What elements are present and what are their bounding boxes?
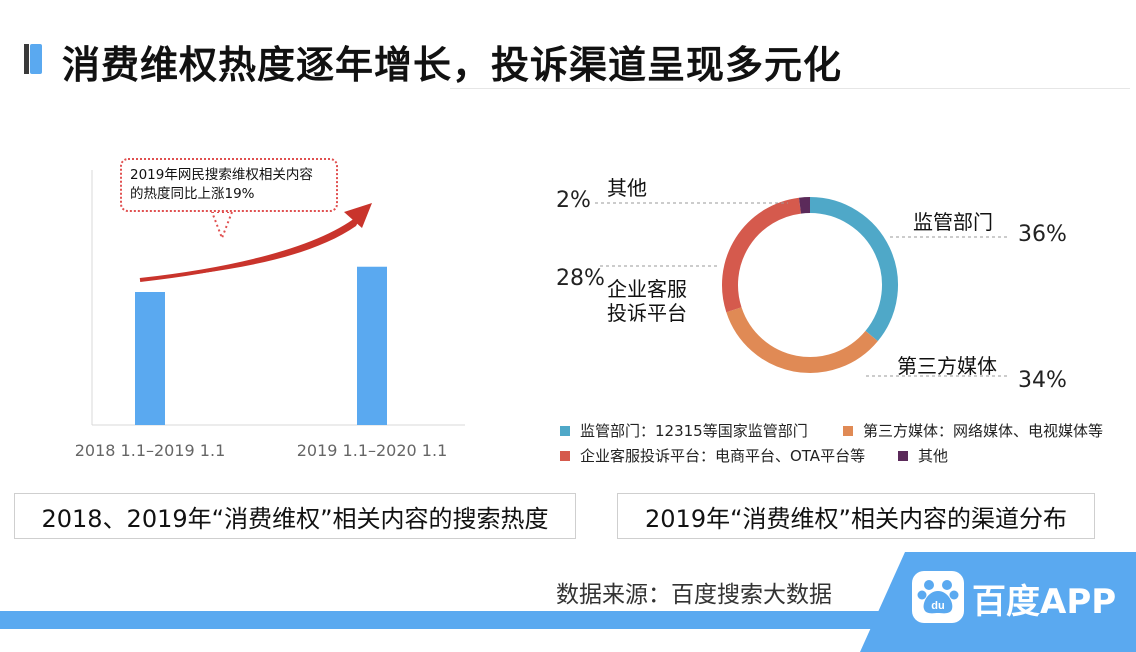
paw-icon: du: [917, 580, 959, 614]
slice-pct-other: 2%: [556, 188, 591, 213]
slice-label-other: 其他: [607, 176, 647, 200]
donut-slice-media: [726, 307, 878, 373]
legend-label-regulator: 监管部门：12315等国家监管部门: [580, 422, 808, 440]
legend-swatch-regulator: [560, 425, 570, 436]
legend-item-regulator: 监管部门：12315等国家监管部门: [560, 420, 808, 441]
bar-callout: 2019年网民搜索维权相关内容 的热度同比上涨19%: [120, 158, 338, 212]
title-accent-dark: [24, 44, 29, 74]
footer-bar: [0, 552, 1136, 652]
bar-0: [135, 292, 165, 425]
brand-name: 百度APP: [972, 582, 1117, 622]
bar-chart: 2018 1.1–2019 1.1 2019 1.1–2020 1.1: [75, 170, 465, 460]
legend-label-media: 第三方媒体：网络媒体、电视媒体等: [863, 422, 1104, 440]
bar-1: [357, 266, 387, 425]
brand-logo-badge: du: [931, 600, 944, 612]
legend-swatch-other: [898, 450, 908, 461]
growth-arrow-shaft: [139, 213, 364, 282]
legend-label-enterprise: 企业客服投诉平台：电商平台、OTA平台等: [580, 447, 866, 465]
data-source: 数据来源：百度搜索大数据: [556, 582, 832, 608]
slice-pct-regulator: 36%: [1018, 222, 1067, 247]
page-title: 消费维权热度逐年增长，投诉渠道呈现多元化: [62, 43, 843, 87]
callout-tail: [210, 211, 234, 241]
legend-swatch-media: [843, 425, 853, 436]
slice-pct-media: 34%: [1018, 368, 1067, 393]
slice-label-enterprise: 企业客服 投诉平台: [607, 277, 687, 325]
growth-arrow-head: [344, 203, 372, 228]
bar-chart-caption: 2018、2019年“消费维权”相关内容的搜索热度: [14, 493, 576, 539]
legend-item-enterprise: 企业客服投诉平台：电商平台、OTA平台等: [560, 445, 865, 466]
bar-category-label-0: 2018 1.1–2019 1.1: [75, 441, 226, 460]
donut-slice-other: [798, 197, 811, 214]
footer-stripe: [0, 611, 1136, 629]
slice-label-enterprise-line1: 企业客服: [607, 277, 687, 301]
donut-chart-caption: 2019年“消费维权”相关内容的渠道分布: [617, 493, 1095, 539]
bar-callout-line1: 2019年网民搜索维权相关内容: [130, 167, 313, 183]
slice-label-regulator: 监管部门: [913, 210, 993, 234]
slice-label-enterprise-line2: 投诉平台: [607, 301, 687, 325]
legend-item-other: 其他: [898, 445, 948, 466]
slice-pct-enterprise: 28%: [556, 266, 605, 291]
legend-label-other: 其他: [918, 447, 949, 465]
legend-item-media: 第三方媒体：网络媒体、电视媒体等: [843, 420, 1103, 441]
slice-label-media: 第三方媒体: [897, 354, 997, 378]
brand-logo: du: [912, 571, 964, 623]
title-accent-blue: [30, 44, 42, 74]
bar-callout-line2: 的热度同比上涨19%: [130, 186, 255, 202]
title-divider: [450, 88, 1130, 89]
donut-slice-regulator: [809, 197, 898, 342]
legend-swatch-enterprise: [560, 450, 570, 461]
growth-arrow-body: [140, 215, 362, 280]
bar-category-label-1: 2019 1.1–2020 1.1: [297, 441, 448, 460]
donut-chart: [595, 197, 1010, 377]
donut-slice-enterprise: [722, 197, 802, 313]
